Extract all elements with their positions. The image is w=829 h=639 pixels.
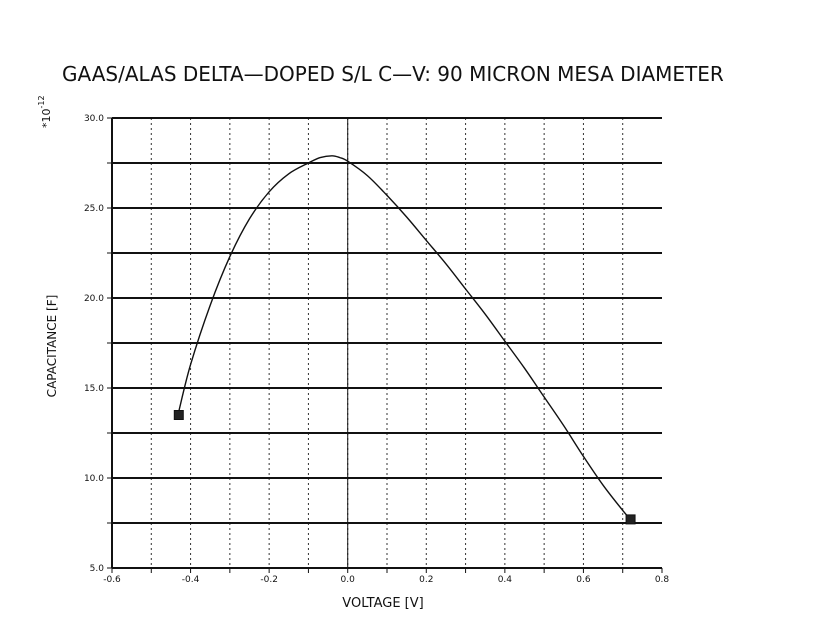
grid xyxy=(112,118,662,568)
x-tick-label: 0.0 xyxy=(341,575,356,585)
y-tick-label: 10.0 xyxy=(84,474,104,484)
y-tick-label: 30.0 xyxy=(84,114,104,124)
chart-title: GAAS/ALAS DELTA—DOPED S/L C—V: 90 MICRON… xyxy=(62,62,724,86)
y-multiplier: *10-12 xyxy=(37,95,53,128)
y-tick-label: 5.0 xyxy=(90,564,105,574)
x-tick-label: -0.6 xyxy=(103,575,121,585)
series-line xyxy=(178,155,632,520)
y-tick-label: 25.0 xyxy=(84,204,104,214)
x-axis-label: VOLTAGE [V] xyxy=(342,596,423,611)
data-point-marker xyxy=(173,410,184,420)
y-multiplier-exponent: -12 xyxy=(37,95,46,108)
point-markers xyxy=(173,410,636,525)
x-tick-label: 0.2 xyxy=(419,575,433,585)
x-tick-label: -0.4 xyxy=(182,575,200,585)
y-axis-label: CAPACITANCE [F] xyxy=(45,295,59,398)
ticks: -0.6 -0.4 -0.2 0.0 0.2 0.4 0.6 0.8 5.0 10.0 15.0 20… xyxy=(84,114,669,585)
x-tick-label: -0.2 xyxy=(260,575,278,585)
x-tick-label: 0.8 xyxy=(655,575,670,585)
data-point-marker xyxy=(625,514,636,525)
y-tick-label: 15.0 xyxy=(84,384,104,394)
x-tick-label: 0.4 xyxy=(498,575,513,585)
y-multiplier-base: *10 xyxy=(40,109,53,129)
x-tick-label: 0.6 xyxy=(576,575,591,585)
y-tick-label: 20.0 xyxy=(84,294,104,304)
